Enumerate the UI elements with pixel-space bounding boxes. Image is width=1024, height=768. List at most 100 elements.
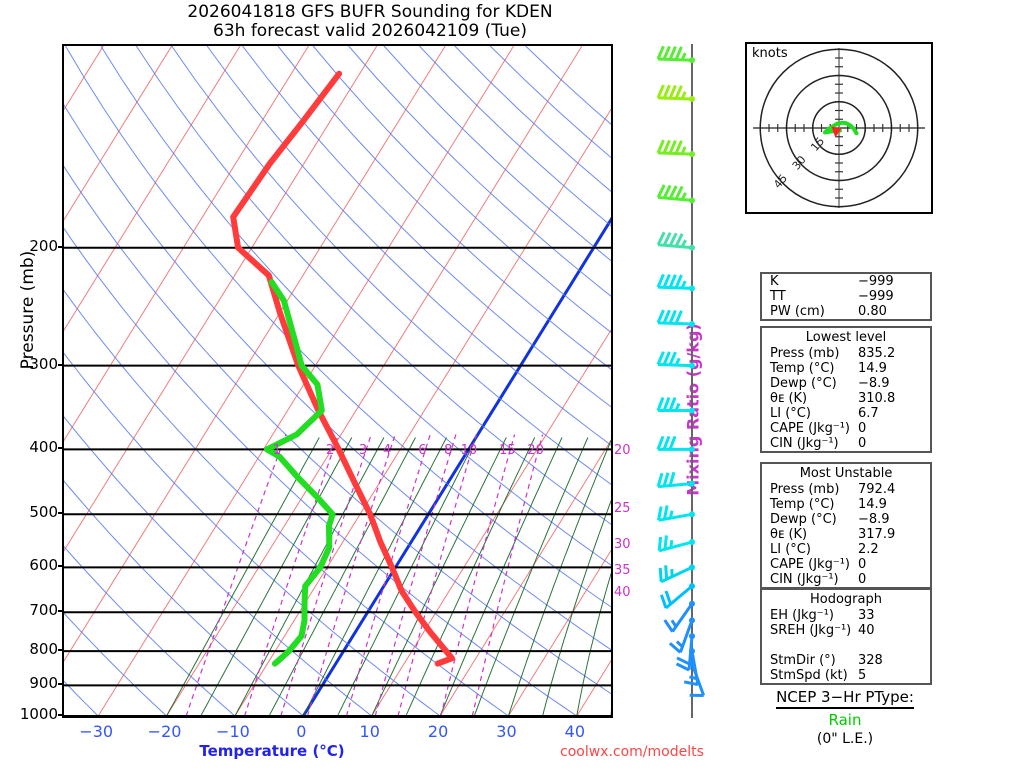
lowest-level-value: 14.9: [858, 361, 887, 376]
most-unstable-value: 792.4: [858, 482, 896, 497]
lowest-level-row: Dewp (°C) −8.9: [762, 376, 930, 391]
index-value: −999: [858, 274, 894, 289]
lowest-level-row: Press (mb) 835.2: [762, 346, 930, 361]
lowest-level-value: 6.7: [858, 406, 879, 421]
pressure-tick-500: 500: [29, 503, 58, 522]
lowest-level-row: θᴇ (K) 310.8: [762, 391, 930, 406]
indices-panel-top: K −999 TT −999 PW (cm) 0.80: [760, 272, 932, 321]
hodograph-stat-value: 328: [858, 653, 883, 668]
temperature-tick-30: 30: [496, 722, 517, 741]
lowest-level-row: CAPE (Jkg⁻¹) 0: [762, 421, 930, 436]
index-value: 0.80: [858, 304, 887, 319]
page-subtitle: 63h forecast valid 2026042109 (Tue): [213, 21, 527, 41]
pressure-tick-900: 900: [29, 674, 58, 693]
lowest-level-value: 835.2: [858, 346, 896, 361]
wind-barb: [657, 505, 695, 522]
most-unstable-label: Press (mb): [770, 482, 840, 497]
height-tick-40: 40: [614, 585, 631, 601]
ptype-block: NCEP 3−Hr PType: Rain (0" L.E.): [745, 688, 945, 747]
temperature-tick-40: 40: [564, 722, 585, 741]
mixing-ratio-label-10: 10: [460, 442, 478, 458]
mixing-ratio-label-15: 15: [499, 442, 516, 458]
lowest-level-label: Press (mb): [770, 346, 840, 361]
lowest-level-label: Temp (°C): [770, 361, 835, 376]
most-unstable-value: 14.9: [858, 497, 887, 512]
temperature-tick--20: −20: [147, 722, 182, 741]
indices-panel-hodograph: Hodograph EH (Jkg⁻¹) 33 SREH (Jkg⁻¹) 40 StmD…: [760, 588, 932, 685]
mixing-ratio-label-20: 20: [527, 442, 544, 458]
wind-barb: [657, 535, 695, 553]
wind-barb: [656, 184, 695, 204]
temperature-tick-10: 10: [359, 722, 380, 741]
height-tick-35: 35: [614, 563, 631, 579]
page-title: 2026041818 GFS BUFR Sounding for KDEN: [187, 2, 553, 22]
wind-barb: [656, 84, 695, 103]
most-unstable-row: LI (°C) 2.2: [762, 542, 930, 557]
hodograph-units-label: knots: [752, 46, 788, 61]
most-unstable-value: 0: [858, 557, 867, 572]
lowest-level-label: θᴇ (K): [770, 391, 808, 406]
temperature-tick-0: 0: [296, 722, 307, 741]
wind-barb: [656, 45, 695, 64]
hodograph-stats-rows: EH (Jkg⁻¹) 33 SREH (Jkg⁻¹) 40 StmDir (°) 328 S…: [762, 608, 930, 683]
hodograph-stat-label: EH (Jkg⁻¹): [770, 608, 834, 623]
lowest-level-value: 0: [858, 436, 867, 451]
pressure-tick-800: 800: [29, 640, 58, 659]
storm-motion-marker: [831, 126, 842, 138]
hodograph-stat-row: StmSpd (kt) 5: [762, 668, 930, 683]
hodograph-ring-label-15: 15: [808, 135, 827, 154]
index-label: PW (cm): [770, 304, 825, 319]
hodograph-stat-label: SREH (Jkg⁻¹): [770, 623, 852, 638]
hodograph-stat-row: [762, 638, 930, 653]
hodograph-stat-label: StmSpd (kt): [770, 668, 848, 683]
wind-barb: [656, 309, 695, 328]
hodograph-stat-row: SREH (Jkg⁻¹) 40: [762, 623, 930, 638]
lowest-level-header: Lowest level: [805, 330, 887, 345]
index-value: −999: [858, 289, 894, 304]
pressure-axis-label: Pressure (mb): [18, 250, 38, 370]
skewt-canvas: [64, 46, 611, 716]
wind-barb: [656, 351, 695, 369]
height-tick-30: 30: [614, 537, 631, 553]
hodograph-stat-row: StmDir (°) 328: [762, 653, 930, 668]
lowest-level-value: −8.9: [858, 376, 890, 391]
most-unstable-header: Most Unstable: [799, 466, 893, 481]
wind-barb: [656, 231, 695, 251]
height-tick-20: 20: [614, 442, 631, 458]
most-unstable-label: CIN (Jkg⁻¹): [770, 572, 839, 587]
wind-barb-column: [640, 44, 740, 718]
hodograph-stat-value: 33: [858, 608, 875, 623]
hodograph-stats-header: Hodograph: [810, 592, 882, 607]
most-unstable-row: CIN (Jkg⁻¹) 0: [762, 572, 930, 587]
indices-panel-lowest-level: Lowest level Press (mb) 835.2 Temp (°C) 14.…: [760, 326, 932, 453]
ptype-liquid-equivalent: (0" L.E.): [816, 731, 874, 747]
hodograph-stat-value: 40: [858, 623, 875, 638]
most-unstable-label: Dewp (°C): [770, 512, 837, 527]
temperature-tick-20: 20: [427, 722, 449, 741]
lowest-level-value: 310.8: [858, 391, 896, 406]
wind-barb: [675, 633, 695, 672]
wind-barb-canvas: [656, 44, 706, 718]
pressure-axis: 200 300 400 500 600 700 800 900 1000: [0, 44, 66, 723]
hodograph-stat-value: 5: [858, 668, 867, 683]
mixing-ratio-label-3: 3: [358, 442, 368, 458]
lowest-level-label: Dewp (°C): [770, 376, 837, 391]
hodograph-trace: [823, 120, 859, 136]
wind-barb: [658, 564, 695, 584]
pressure-tick-300: 300: [29, 354, 58, 373]
lowest-level-label: LI (°C): [770, 406, 811, 421]
most-unstable-label: CAPE (Jkg⁻¹): [770, 557, 850, 572]
wind-barb: [660, 583, 695, 610]
skewt-plot[interactable]: [62, 44, 613, 718]
most-unstable-row: Temp (°C) 14.9: [762, 497, 930, 512]
pressure-tick-700: 700: [29, 601, 58, 620]
lowest-level-row: LI (°C) 6.7: [762, 406, 930, 421]
lowest-level-rows: Press (mb) 835.2 Temp (°C) 14.9 Dewp (°C) −8.…: [762, 346, 930, 451]
index-row: TT −999: [762, 289, 930, 304]
hodograph[interactable]: 15 30 45 knots: [745, 42, 933, 214]
lowest-level-row: Temp (°C) 14.9: [762, 361, 930, 376]
most-unstable-label: LI (°C): [770, 542, 811, 557]
index-row: K −999: [762, 274, 930, 289]
index-row: PW (cm) 0.80: [762, 304, 930, 319]
most-unstable-row: Dewp (°C) −8.9: [762, 512, 930, 527]
